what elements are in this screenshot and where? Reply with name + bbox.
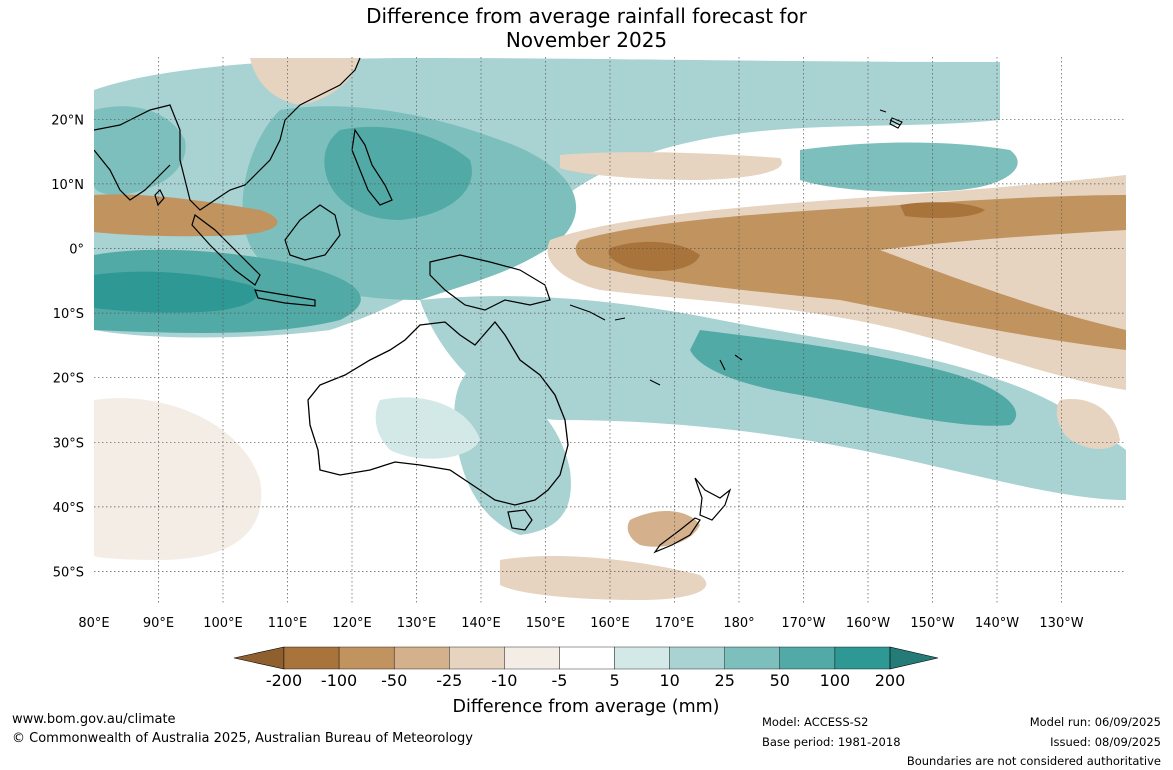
wet-region-central-pacific-north — [800, 142, 1018, 192]
latitude-label: 50°S — [53, 566, 84, 581]
dry-region-china — [250, 58, 360, 105]
dry-band-indian — [94, 194, 278, 237]
longitude-label: 170°W — [781, 616, 825, 631]
latitude-label: 30°S — [53, 436, 84, 451]
longitude-label: 150°E — [526, 616, 566, 631]
colorbar-tick-label: -200 — [266, 671, 302, 690]
longitude-label: 120°E — [332, 616, 372, 631]
india-outline — [94, 149, 171, 201]
asia-coastline — [94, 57, 361, 211]
longitude-label: 150°W — [910, 616, 954, 631]
map-title: Difference from average rainfall forecas… — [0, 4, 1173, 52]
website-text: www.bom.gov.au/climate — [12, 712, 176, 727]
sri-lanka-outline — [154, 188, 165, 207]
colorbar-swatch — [724, 646, 781, 670]
longitude-label: 90°E — [143, 616, 174, 631]
latitude-label: 0° — [69, 243, 84, 258]
longitude-label: 80°E — [78, 616, 109, 631]
longitude-label: 180° — [723, 616, 754, 631]
longitude-label: 130°W — [1039, 616, 1083, 631]
colorbar-swatch — [614, 646, 670, 670]
colorbar-tick-label: 100 — [820, 671, 851, 690]
philippines-outline — [351, 128, 393, 206]
longitude-label: 140°E — [461, 616, 501, 631]
longitude-label: 130°E — [397, 616, 437, 631]
dry-region-north-pacific — [560, 152, 782, 180]
longitude-label: 110°E — [268, 616, 308, 631]
java-outline — [254, 289, 316, 307]
title-line-2: November 2025 — [505, 28, 668, 52]
model-text: Model: ACCESS-S2 — [762, 715, 869, 729]
wet-region-south-pacific — [690, 330, 1017, 426]
graticule — [94, 57, 1126, 604]
colorbar-swatch — [559, 646, 615, 670]
latitude-label: 20°S — [53, 372, 84, 387]
latitude-labels: 20°N 10°N 0° 10°S 20°S 30°S 40°S 50°S — [51, 113, 84, 580]
tasmania-outline — [507, 509, 533, 531]
colorbar-swatch — [393, 646, 450, 670]
colorbar-tick-label: 50 — [770, 671, 790, 690]
longitude-label: 100°E — [203, 616, 243, 631]
dry-region-south-nz — [500, 555, 707, 600]
colorbar-tick-label: -25 — [436, 671, 462, 690]
colorbar-tick-label: 200 — [875, 671, 906, 690]
colorbar: -200 -100 -50 -25 -10 -5 5 10 25 50 100 200 — [233, 646, 939, 690]
wet-region-indian-core — [94, 271, 258, 313]
title-line-1: Difference from average rainfall forecas… — [366, 4, 807, 28]
dry-region-tasman-south — [627, 510, 700, 547]
latitude-label: 20°N — [51, 113, 84, 128]
dry-band-equatorial-mid — [575, 195, 1126, 350]
longitude-label: 160°W — [846, 616, 890, 631]
colorbar-swatch — [338, 646, 395, 670]
colorbar-tick-label: -10 — [491, 671, 517, 690]
dry-region-southern-indian-outer — [94, 398, 262, 560]
pacific-islands — [569, 119, 901, 386]
colorbar-swatch — [834, 646, 891, 670]
longitude-label: 140°W — [975, 616, 1019, 631]
colorbar-extend-low — [233, 646, 285, 670]
new-guinea-outline — [429, 254, 551, 311]
dry-core-central — [900, 202, 985, 218]
colorbar-tick-label: 5 — [609, 671, 619, 690]
borneo-outline — [284, 204, 341, 261]
colorbar-tick-label: -100 — [321, 671, 357, 690]
wet-region-tasman — [454, 370, 571, 535]
rainfall-anomaly-layer — [94, 57, 1126, 600]
copyright-text: © Commonwealth of Australia 2025, Austra… — [12, 731, 473, 746]
new-zealand-south-island — [653, 517, 701, 554]
longitude-labels: 80°E 90°E 100°E 110°E 120°E 130°E 140°E 150°E 16… — [78, 616, 1083, 631]
colorbar-tick-label: -5 — [551, 671, 567, 690]
hawaii-outline — [879, 109, 903, 129]
base-period-text: Base period: 1981-2018 — [762, 735, 901, 749]
issued-text: Issued: 08/09/2025 — [1050, 735, 1161, 749]
colorbar-swatch — [669, 646, 725, 670]
colorbar-swatch — [504, 646, 560, 670]
colorbar-tick-label: -50 — [381, 671, 407, 690]
model-run-text: Model run: 06/09/2025 — [1029, 715, 1161, 729]
colorbar-title: Difference from average (mm) — [452, 697, 719, 717]
wet-region-maritime-core — [324, 126, 472, 220]
wet-region-coral-sea — [420, 296, 1126, 500]
dry-region-southeast-pacific — [1056, 399, 1120, 450]
colorbar-tick-label: 10 — [659, 671, 679, 690]
disclaimer-text: Boundaries are not considered authoritat… — [906, 754, 1161, 768]
new-zealand-north-island — [694, 477, 732, 521]
colorbar-swatch — [449, 646, 505, 670]
longitude-label: 160°E — [590, 616, 630, 631]
dry-core-equatorial-pacific — [608, 241, 700, 272]
latitude-label: 10°S — [53, 307, 84, 322]
colorbar-extend-high — [889, 646, 939, 670]
colorbar-swatch — [283, 646, 340, 670]
colorbar-tick-label: 25 — [715, 671, 735, 690]
longitude-label: 170°E — [655, 616, 695, 631]
latitude-label: 40°S — [53, 501, 84, 516]
wet-region-light-south — [375, 397, 480, 459]
colorbar-swatch — [779, 646, 836, 670]
latitude-label: 10°N — [51, 178, 84, 193]
australia-outline — [307, 320, 569, 506]
